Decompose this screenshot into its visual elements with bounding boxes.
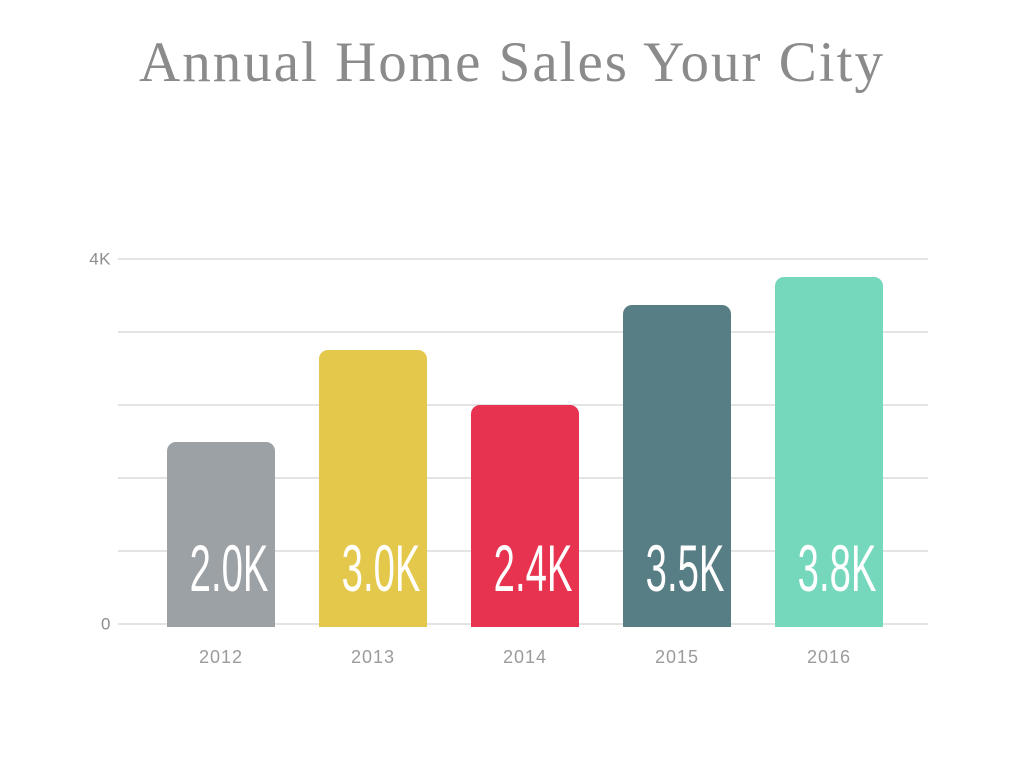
- bar-2012: 2.0K: [167, 441, 275, 627]
- x-tick-2013: 2013: [350, 647, 396, 667]
- x-tick-2012: 2012: [198, 647, 244, 667]
- bars-layer: 2.0K 3.0K 2.4K 3.5K 3.8K: [118, 259, 928, 627]
- bar-2013: 3.0K: [319, 350, 427, 627]
- x-axis-labels: 2012 2013 2014 2015 2016: [118, 259, 928, 666]
- x-tick-2014: 2014: [502, 647, 548, 667]
- chart-title: Annual Home Sales Your City: [139, 31, 885, 94]
- bar-2016: 3.8K: [775, 277, 883, 627]
- plot-area: 4K 0 2.0K 3.0K 2.4K 3.5K 3.8K 2012 2013 2014 201…: [89, 251, 928, 666]
- gridline-4000: [118, 258, 928, 260]
- gridline-3200: [118, 331, 928, 333]
- bar-2014: 2.4K: [471, 405, 579, 627]
- y-tick-0: 0: [101, 614, 111, 634]
- x-tick-2015: 2015: [654, 647, 700, 667]
- bar-2015: 3.5K: [623, 304, 731, 627]
- x-tick-2016: 2016: [806, 647, 852, 667]
- y-tick-4k: 4K: [89, 249, 111, 269]
- y-axis-labels: 4K 0: [89, 251, 928, 633]
